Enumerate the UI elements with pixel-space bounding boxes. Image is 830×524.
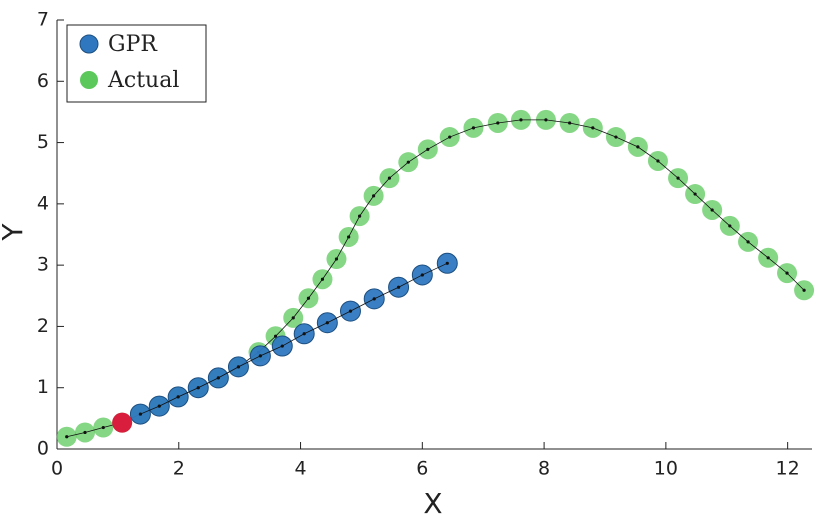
vertex-dot <box>420 273 424 277</box>
vertex-dot <box>216 376 220 380</box>
vertex-dot <box>258 354 262 358</box>
vertex-dot <box>348 309 353 313</box>
vertex-dot <box>291 316 295 320</box>
vertex-dot <box>802 288 806 292</box>
legend-label: Actual <box>107 68 179 93</box>
vertex-dot <box>387 176 392 180</box>
legend-label: GPR <box>108 32 158 57</box>
vertex-dot <box>372 194 376 198</box>
vertex-dot <box>448 135 452 139</box>
vertex-dot <box>746 240 750 244</box>
vertex-dot <box>614 135 618 139</box>
y-tick-label: 6 <box>37 70 49 92</box>
y-axis-label: Y <box>0 223 29 242</box>
vertex-dot <box>280 344 284 348</box>
vertex-dot <box>710 208 714 212</box>
y-tick-label: 4 <box>37 192 49 214</box>
legend-marker <box>79 34 99 54</box>
vertex-dot <box>785 271 789 275</box>
vertex-dot <box>445 261 449 265</box>
x-tick-label: 6 <box>416 458 428 480</box>
x-tick-label: 4 <box>295 458 307 480</box>
x-tick-label: 10 <box>654 458 678 480</box>
vertex-dot <box>306 296 311 300</box>
vertex-dot <box>101 425 105 430</box>
vertex-dot <box>320 277 325 281</box>
vertex-dot <box>426 147 430 151</box>
y-tick-label: 0 <box>37 438 49 460</box>
vertex-dot <box>372 297 376 301</box>
y-tick-label: 7 <box>37 9 49 31</box>
vertex-dot <box>676 176 680 180</box>
vertex-dot <box>358 214 362 218</box>
vertex-dot <box>396 285 401 289</box>
vertex-dot <box>236 365 241 369</box>
vertex-dot <box>302 332 306 336</box>
vertex-dot <box>406 160 410 164</box>
y-tick-label: 5 <box>37 131 49 153</box>
vertex-dot <box>471 126 476 130</box>
vertex-dot <box>334 257 339 261</box>
vertex-dot <box>347 235 351 239</box>
x-tick-label: 2 <box>173 458 185 480</box>
vertex-dot <box>325 321 329 325</box>
vertex-dot <box>591 126 595 130</box>
vertex-dot <box>157 404 161 408</box>
vertex-dot <box>544 118 548 122</box>
vertex-dot <box>519 118 523 122</box>
y-tick-label: 1 <box>37 376 49 398</box>
vertex-dot <box>496 121 500 125</box>
legend-marker <box>80 71 98 89</box>
vertex-dot <box>568 121 572 125</box>
vertex-dot <box>636 145 640 149</box>
vertex-dot <box>83 430 87 435</box>
vertex-dot <box>656 159 660 163</box>
vertex-dot <box>728 224 732 228</box>
vertex-dot <box>766 256 770 260</box>
y-tick-label: 3 <box>37 254 49 276</box>
y-tick-label: 2 <box>37 315 49 337</box>
vertex-dot <box>176 395 180 399</box>
vertex-dot <box>138 412 143 416</box>
x-tick-label: 0 <box>51 458 63 480</box>
vertex-dot <box>693 192 697 196</box>
x-tick-label: 12 <box>776 458 800 480</box>
x-axis-label: X <box>423 487 442 520</box>
vertex-dot <box>196 386 200 390</box>
x-tick-label: 8 <box>538 458 550 480</box>
vertex-dot <box>273 334 278 338</box>
vertex-dot <box>65 435 69 439</box>
highlight-point <box>112 412 133 433</box>
